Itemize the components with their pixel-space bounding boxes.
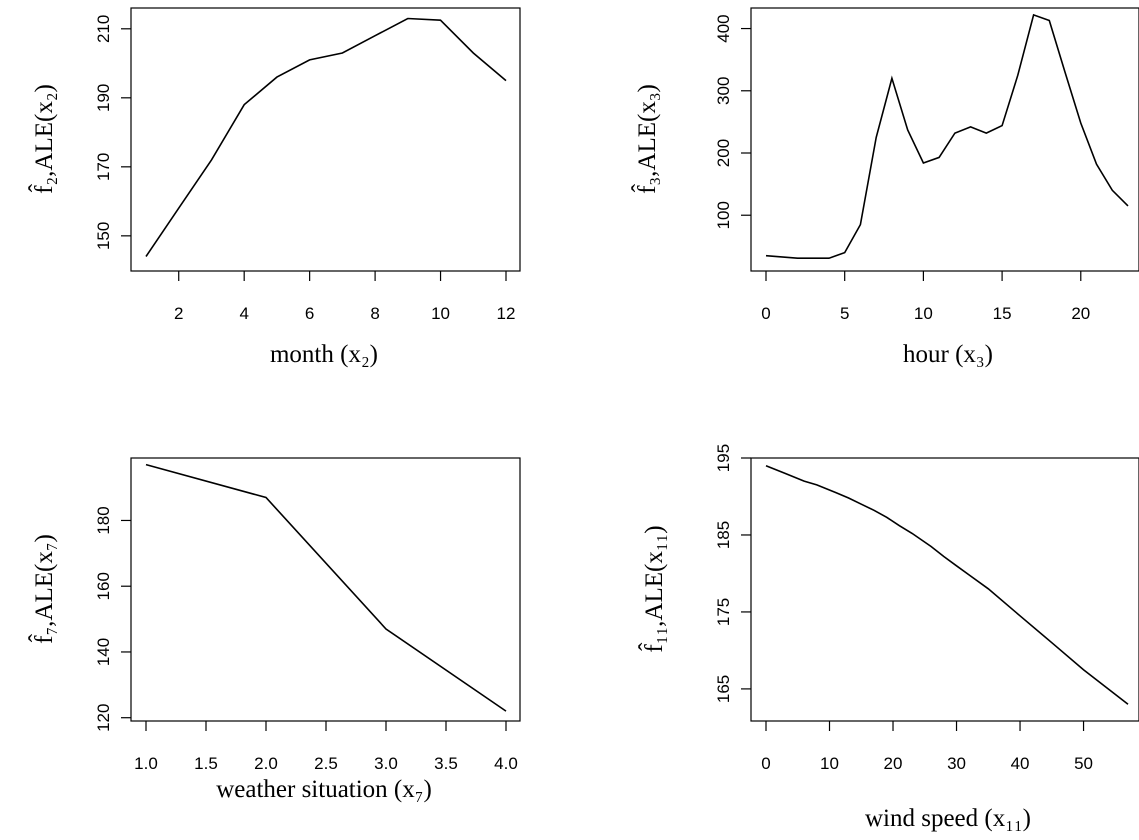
x-tick-label: 5: [840, 304, 849, 323]
x-tick-label: 3.5: [434, 754, 458, 773]
series-line-1: [145, 17, 507, 257]
y-tick-label: 175: [714, 598, 733, 626]
x-tick-label: 4: [239, 304, 248, 323]
y-tick-label: 160: [94, 572, 113, 600]
x-tick-label: 8: [370, 304, 379, 323]
x-tick-label: 15: [993, 304, 1012, 323]
x-tick-label: 4.0: [494, 754, 518, 773]
panel-3: 1.0 1.5 2.0 2.5 3.0 3.5 4.0 120 140 160 180 weather…: [28, 457, 521, 803]
x-tick-label: 2.0: [254, 754, 278, 773]
y-tick-label: 170: [94, 153, 113, 181]
x-axis-label: hour (x₃): [903, 341, 993, 368]
series-line-1: [765, 13, 1129, 260]
x-tick-label: 50: [1074, 754, 1093, 773]
y-tick-label: 195: [714, 444, 733, 472]
series-line-1: [145, 463, 507, 712]
x-tick-label: 40: [1011, 754, 1030, 773]
y-tick-label: 165: [714, 675, 733, 703]
x-tick-label: 3.0: [374, 754, 398, 773]
x-tick-label: 0: [761, 754, 770, 773]
y-axis-label: f̂₂,ALE(x₂): [28, 84, 58, 194]
x-tick-label: 6: [305, 304, 314, 323]
y-tick-label: 180: [94, 506, 113, 534]
y-tick-label: 200: [714, 139, 733, 167]
x-tick-label: 10: [914, 304, 933, 323]
y-tick-label: 300: [714, 77, 733, 105]
x-axis-label: weather situation (x₇): [216, 776, 432, 803]
x-tick-label: 30: [947, 754, 966, 773]
y-tick-label: 120: [94, 704, 113, 732]
x-tick-label: 2.5: [314, 754, 338, 773]
plot-frame: [750, 7, 1139, 272]
x-tick-label: 20: [1071, 304, 1090, 323]
plot-frame: [750, 457, 1139, 722]
panel-2: 0 5 10 15 20 100 200 300 400 hour (x₃) f̂₃,ALE(x₃): [631, 7, 1139, 368]
x-axis-label: month (x₂): [270, 341, 378, 368]
y-tick-label: 210: [94, 15, 113, 43]
x-tick-label: 1.5: [194, 754, 218, 773]
y-axis-label: f̂₇,ALE(x₇): [28, 534, 58, 644]
y-tick-label: 185: [714, 521, 733, 549]
y-axis-label: f̂₁₁,ALE(x₁₁): [638, 525, 668, 652]
x-tick-label: 2: [174, 304, 183, 323]
y-axis-label: f̂₃,ALE(x₃): [631, 84, 661, 194]
x-tick-label: 1.0: [134, 754, 158, 773]
panel-1: 2 4 6 8 10 12 150 170 190 210 month (x₂) f̂₂,ALE(x₂…: [28, 7, 521, 368]
x-tick-label: 10: [820, 754, 839, 773]
y-tick-label: 150: [94, 222, 113, 250]
x-axis-label: wind speed (x₁₁): [865, 805, 1031, 832]
y-tick-label: 140: [94, 638, 113, 666]
y-tick-label: 100: [714, 201, 733, 229]
x-tick-label: 12: [497, 304, 516, 323]
x-tick-label: 10: [431, 304, 450, 323]
x-tick-label: 0: [761, 304, 770, 323]
x-tick-label: 20: [884, 754, 903, 773]
plot-frame: [130, 7, 521, 272]
y-tick-label: 190: [94, 84, 113, 112]
panel-4: 0 10 20 30 40 50 165 175 185 195 wind speed (x₁₁) f…: [638, 444, 1139, 832]
y-tick-label: 400: [714, 14, 733, 42]
series-line-1: [765, 464, 1129, 705]
